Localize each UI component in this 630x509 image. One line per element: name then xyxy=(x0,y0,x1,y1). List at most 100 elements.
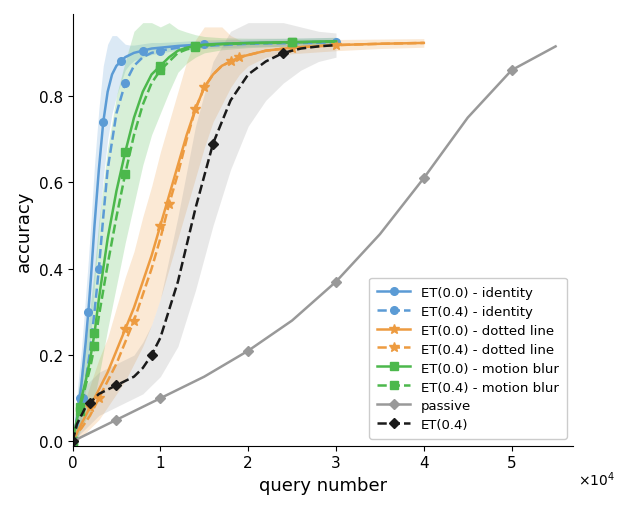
passive xyxy=(376,232,384,238)
ET(0.0) - identity xyxy=(104,90,112,96)
ET(0.4) - dotted line xyxy=(332,43,340,49)
ET(0.4) - motion blur xyxy=(113,214,120,220)
ET(0.4) - dotted line xyxy=(183,137,190,143)
Line: ET(0.0) - identity: ET(0.0) - identity xyxy=(69,39,340,445)
ET(0.0) - motion blur xyxy=(71,430,78,436)
ET(0.4) - motion blur xyxy=(104,262,112,268)
Line: ET(0.0) - motion blur: ET(0.0) - motion blur xyxy=(69,38,340,445)
ET(0.0) - motion blur xyxy=(77,395,85,402)
ET(0.4) xyxy=(157,335,164,341)
ET(0.0) - dotted line xyxy=(420,41,428,47)
ET(0.0) - dotted line xyxy=(69,438,76,444)
ET(0.4) - dotted line xyxy=(420,41,428,47)
ET(0.4) - dotted line xyxy=(218,64,226,70)
ET(0.0) - motion blur xyxy=(157,64,164,70)
ET(0.4) - motion blur xyxy=(122,172,129,178)
ET(0.4) xyxy=(86,400,94,406)
passive xyxy=(244,348,252,354)
ET(0.4) - identity xyxy=(74,421,81,428)
ET(0.4) - motion blur xyxy=(244,41,252,47)
ET(0.4) - dotted line xyxy=(122,340,129,346)
ET(0.4) - dotted line xyxy=(244,53,252,59)
ET(0.4) - motion blur xyxy=(72,426,80,432)
passive xyxy=(69,438,76,444)
ET(0.0) - motion blur xyxy=(113,188,120,194)
ET(0.4) - identity xyxy=(82,378,89,384)
ET(0.0) - identity xyxy=(74,408,81,414)
ET(0.4) - identity xyxy=(174,45,181,51)
ET(0.4) xyxy=(209,141,217,147)
ET(0.4) - motion blur xyxy=(157,68,164,74)
ET(0.0) - identity xyxy=(122,55,129,61)
ET(0.4) - dotted line xyxy=(148,266,156,272)
ET(0.0) - identity xyxy=(130,51,138,57)
ET(0.4) - motion blur xyxy=(82,382,89,388)
ET(0.4) xyxy=(104,387,112,393)
ET(0.4) xyxy=(227,98,234,104)
ET(0.0) - identity xyxy=(91,223,98,229)
ET(0.4) - dotted line xyxy=(165,202,173,208)
ET(0.0) - identity xyxy=(332,40,340,46)
ET(0.0) - dotted line xyxy=(236,55,243,61)
ET(0.0) - dotted line xyxy=(183,132,190,138)
ET(0.4) - dotted line xyxy=(69,438,76,444)
ET(0.0) - identity xyxy=(100,120,107,126)
ET(0.4) - identity xyxy=(77,408,84,414)
ET(0.0) - dotted line xyxy=(73,430,81,436)
Line: ET(0.4) - motion blur: ET(0.4) - motion blur xyxy=(69,39,340,445)
ET(0.4) - dotted line xyxy=(227,60,234,66)
ET(0.0) - identity xyxy=(71,430,78,436)
ET(0.4) - motion blur xyxy=(86,365,94,372)
ET(0.4) - dotted line xyxy=(95,395,103,402)
ET(0.4) - identity xyxy=(148,51,156,57)
ET(0.4) - identity xyxy=(122,81,129,87)
ET(0.0) - dotted line xyxy=(139,279,147,285)
ET(0.4) - identity xyxy=(86,348,94,354)
ET(0.0) - dotted line xyxy=(289,45,296,51)
ET(0.4) - identity xyxy=(157,48,164,54)
ET(0.4) - motion blur xyxy=(165,60,173,66)
ET(0.0) - identity xyxy=(200,42,208,48)
ET(0.4) - motion blur xyxy=(218,42,226,48)
ET(0.0) - motion blur xyxy=(69,438,76,444)
ET(0.0) - motion blur xyxy=(183,45,190,51)
ET(0.4) - identity xyxy=(332,40,340,46)
ET(0.4) - dotted line xyxy=(130,318,138,324)
ET(0.4) - motion blur xyxy=(200,43,208,49)
ET(0.4) - motion blur xyxy=(183,47,190,53)
ET(0.0) - motion blur xyxy=(104,236,112,242)
ET(0.0) - dotted line xyxy=(113,348,120,354)
ET(0.0) - identity xyxy=(113,64,120,70)
ET(0.4) - motion blur xyxy=(332,40,340,46)
ET(0.4) - motion blur xyxy=(130,132,138,138)
ET(0.0) - motion blur xyxy=(148,72,156,78)
ET(0.0) - dotted line xyxy=(95,387,103,393)
ET(0.0) - dotted line xyxy=(332,43,340,49)
passive xyxy=(200,374,208,380)
ET(0.0) - dotted line xyxy=(227,60,234,66)
ET(0.0) - motion blur xyxy=(165,55,173,61)
ET(0.0) - dotted line xyxy=(104,370,112,376)
ET(0.4) xyxy=(91,395,98,402)
ET(0.0) - identity xyxy=(84,309,92,316)
Line: ET(0.4) - dotted line: ET(0.4) - dotted line xyxy=(67,39,428,446)
ET(0.4) xyxy=(113,382,120,388)
ET(0.0) - dotted line xyxy=(82,413,89,419)
ET(0.4) - dotted line xyxy=(192,107,199,113)
passive xyxy=(508,68,515,74)
ET(0.0) - identity xyxy=(108,72,116,78)
ET(0.4) - dotted line xyxy=(262,48,270,54)
ET(0.0) - identity xyxy=(72,421,80,428)
ET(0.4) - dotted line xyxy=(200,85,208,91)
ET(0.0) - identity xyxy=(174,44,181,50)
ET(0.4) - identity xyxy=(244,42,252,48)
ET(0.4) xyxy=(314,44,322,50)
ET(0.0) - dotted line xyxy=(192,107,199,113)
Text: $\times 10^4$: $\times 10^4$ xyxy=(578,469,615,488)
ET(0.4) - identity xyxy=(200,44,208,50)
passive xyxy=(552,44,559,50)
ET(0.0) - dotted line xyxy=(376,42,384,48)
ET(0.0) - dotted line xyxy=(165,193,173,199)
ET(0.0) - identity xyxy=(79,365,87,372)
X-axis label: query number: query number xyxy=(259,476,387,494)
